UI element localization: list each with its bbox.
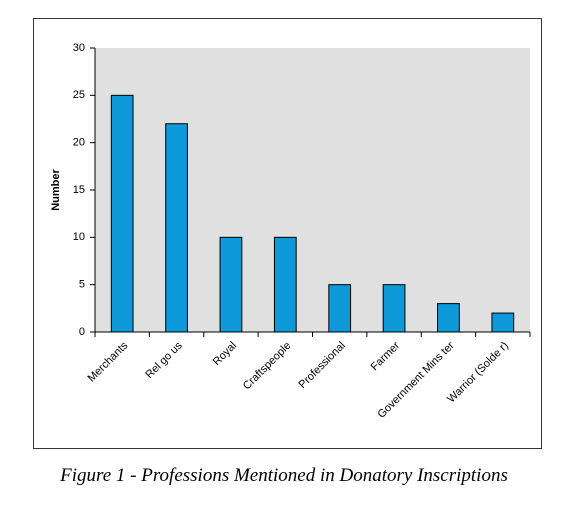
bar	[382, 284, 406, 333]
x-tick-label: Professional	[297, 340, 348, 391]
x-tick-label: Craftspeople	[241, 340, 294, 393]
y-tick-label: 20	[73, 137, 85, 149]
bar	[165, 123, 188, 333]
bar	[110, 94, 134, 333]
x-tick-label: Merchants	[86, 339, 131, 384]
caption: Figure 1 - Professions Mentioned in Dona…	[59, 465, 508, 486]
y-axis-label: Number	[50, 169, 62, 211]
x-tick-label: Rel go us	[143, 339, 185, 381]
plot-area	[95, 48, 530, 332]
y-tick-label: 10	[73, 231, 85, 243]
bar	[273, 236, 297, 333]
y-tick-label: 5	[79, 279, 85, 291]
y-tick-label: 30	[73, 42, 85, 54]
y-tick-label: 0	[79, 326, 85, 338]
bar	[491, 312, 515, 333]
y-tick-label: 25	[73, 89, 85, 101]
bar	[219, 236, 243, 333]
y-tick-label: 15	[73, 184, 85, 196]
bar	[437, 303, 460, 333]
x-tick-label: Royal	[211, 340, 239, 368]
bar	[328, 284, 352, 333]
frame	[33, 18, 542, 449]
x-tick-label: Farmer	[369, 339, 403, 373]
